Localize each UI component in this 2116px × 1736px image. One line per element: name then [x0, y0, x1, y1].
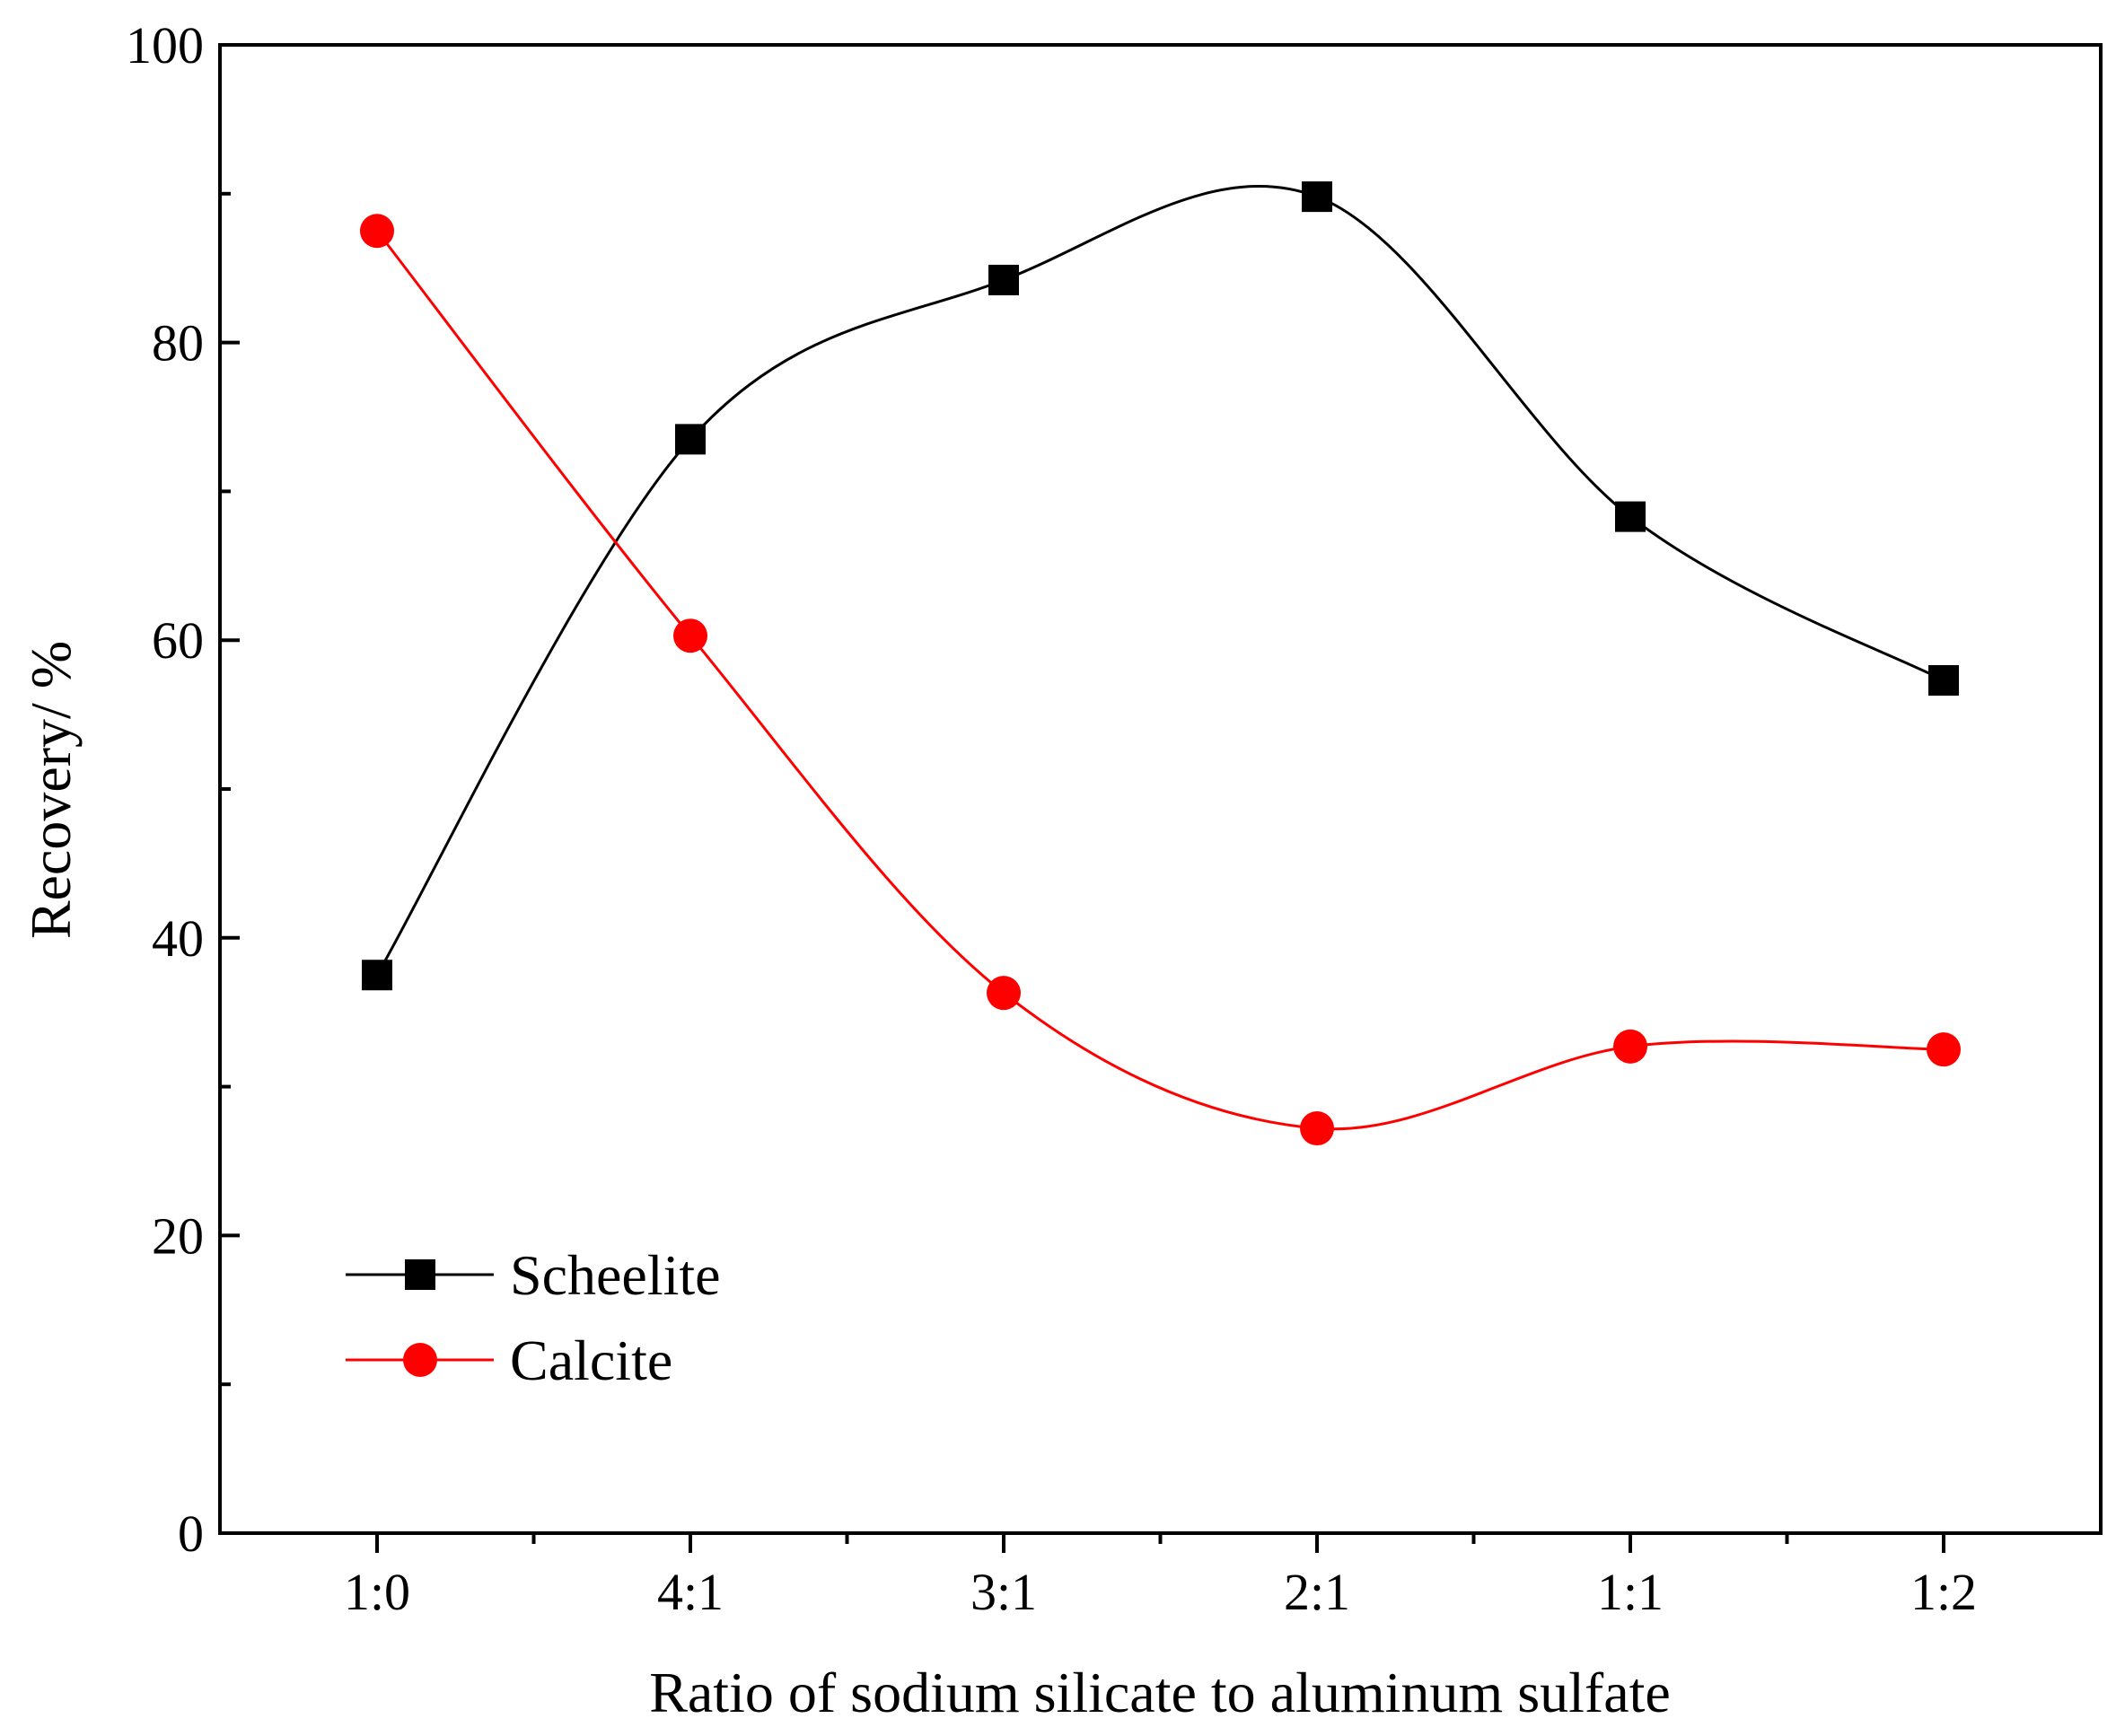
scheelite-point — [675, 424, 706, 455]
scheelite-point — [988, 264, 1019, 295]
legend-square-marker — [405, 1259, 435, 1290]
scheelite-point — [1615, 501, 1646, 532]
calcite-point — [360, 214, 394, 249]
scheelite-point — [362, 960, 392, 991]
y-tick-label: 80 — [152, 314, 204, 373]
calcite-point — [1613, 1029, 1647, 1064]
x-tick-label: 1:2 — [1910, 1563, 1977, 1621]
calcite-point — [1927, 1032, 1961, 1067]
plot-frame — [218, 43, 2103, 1535]
y-axis-title: Recovery/ % — [19, 641, 83, 939]
x-tick-label: 4:1 — [657, 1563, 724, 1621]
x-tick-label: 1:1 — [1597, 1563, 1664, 1621]
x-axis-title: Ratio of sodium silicate to aluminum sul… — [649, 1661, 1671, 1724]
legend-label-calcite: Calcite — [510, 1328, 672, 1392]
x-tick-labels: 1:0 4:1 3:1 2:1 1:1 1:2 — [344, 1563, 1977, 1621]
y-tick-label: 40 — [152, 909, 204, 968]
scheelite-point — [1302, 181, 1332, 213]
calcite-point — [673, 618, 707, 653]
legend: Scheelite Calcite — [346, 1243, 721, 1392]
legend-label-scheelite: Scheelite — [510, 1243, 721, 1307]
x-tick-label: 3:1 — [970, 1563, 1037, 1621]
y-tick-label: 0 — [178, 1504, 204, 1563]
y-tick-label: 100 — [126, 16, 204, 75]
y-tick-label: 20 — [152, 1206, 204, 1265]
y-tick-labels: 0 20 40 60 80 100 — [126, 16, 204, 1563]
calcite-point — [1300, 1111, 1334, 1146]
x-tick-label: 2:1 — [1284, 1563, 1350, 1621]
x-tick-label: 1:0 — [344, 1563, 410, 1621]
data-markers — [360, 181, 1961, 1146]
scheelite-point — [1928, 664, 1959, 696]
calcite-point — [987, 976, 1021, 1011]
legend-circle-marker — [403, 1343, 437, 1377]
y-tick-label: 60 — [152, 611, 204, 670]
